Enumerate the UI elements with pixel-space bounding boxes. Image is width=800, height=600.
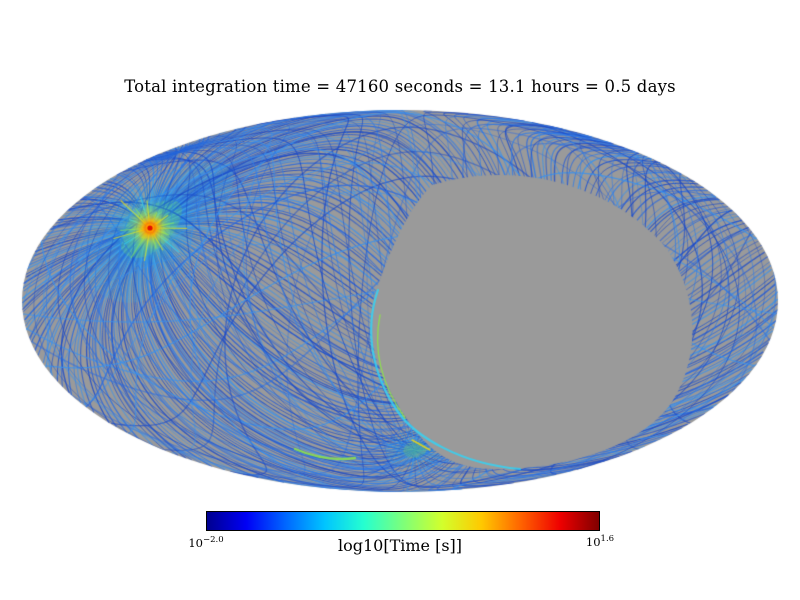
colorbar-max-exponent: 1.6 xyxy=(600,534,615,544)
colorbar-min-exponent: −2.0 xyxy=(203,535,224,545)
colorbar-max-base: 10 xyxy=(585,534,601,549)
colorbar-label: log10[Time [s]] xyxy=(337,536,463,555)
colorbar xyxy=(206,511,600,531)
colorbar-min-base: 10 xyxy=(188,535,203,550)
colorbar-max-tick: 101.6 xyxy=(555,534,645,549)
colorbar-min-tick: 10−2.0 xyxy=(161,535,251,550)
